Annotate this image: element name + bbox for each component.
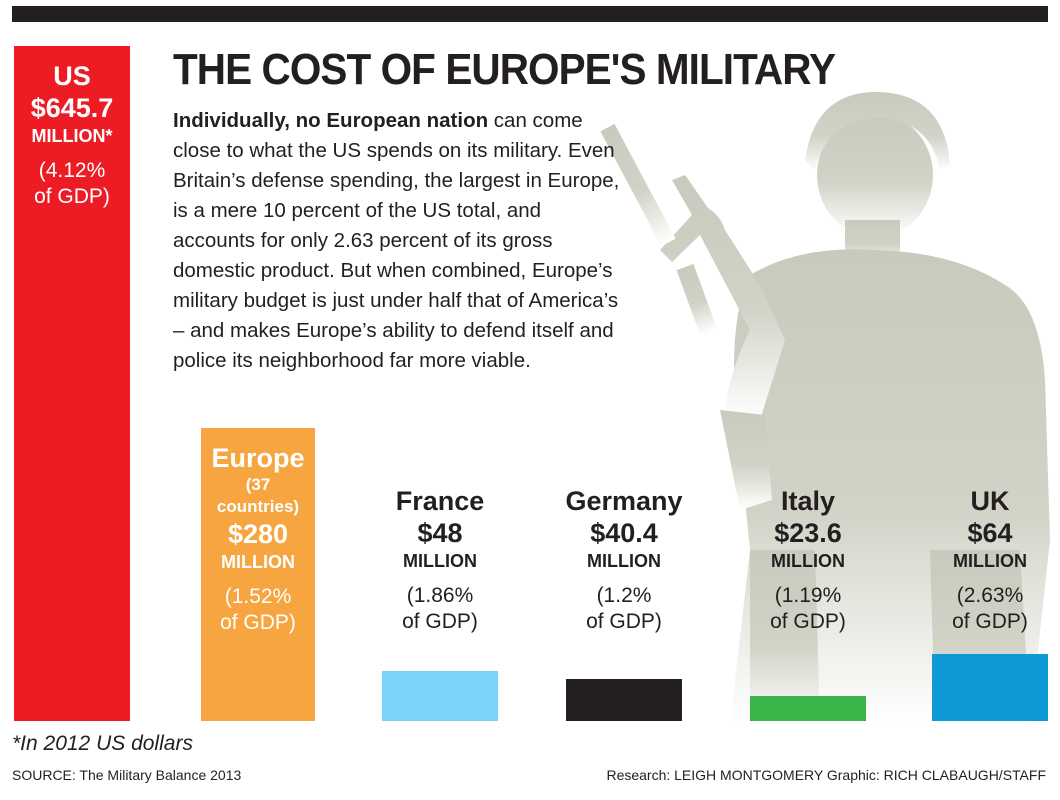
bar-gdp-line2: of GDP) [770,610,846,633]
bar-gdp-line1: (1.86% [406,584,474,607]
bar-gdp-line1: (1.2% [596,584,652,607]
page-title: THE COST OF EUROPE'S MILITARY [173,45,836,94]
bar-unit: MILLION [587,551,661,571]
soldier-silhouette-icon [600,91,1050,725]
bar-label-germany: Germany $40.4 MILLION (1.2% of GDP) [539,485,709,635]
bar-gdp-line1: (1.52% [224,585,292,608]
bar-name: Germany [565,486,683,516]
bar-gdp-share: (1.2% of GDP) [539,583,709,635]
bar-us [14,46,130,721]
bar-europe [201,428,315,721]
bar-label-italy: Italy $23.6 MILLION (1.19% of GDP) [723,485,893,635]
bar-amount: $64 [967,518,1013,548]
credit-line: Research: LEIGH MONTGOMERY Graphic: RICH… [606,767,1046,783]
bar-label-uk: UK $64 MILLION (2.63% of GDP) [905,485,1060,635]
intro-paragraph: Individually, no European nation can com… [173,106,623,376]
bar-name: US [53,61,91,91]
bar-unit: MILLION [771,551,845,571]
intro-text: can come close to what the US spends on … [173,109,620,372]
bar-name: UK [970,486,1010,516]
bar-gdp-share: (1.52% of GDP) [173,584,343,636]
top-rule [12,6,1048,22]
bar-gdp-share: (1.86% of GDP) [355,583,525,635]
spending-bar-chart: US $645.7 MILLION* (4.12% of GDP) Europe (37 c… [0,46,1060,721]
bar-unit: MILLION [221,552,295,572]
bar-unit: MILLION* [31,126,113,146]
bar-unit: MILLION [403,551,477,571]
bar-gdp-line1: (2.63% [956,584,1024,607]
bar-gdp-line2: of GDP) [586,610,662,633]
bar-gdp-share: (4.12% of GDP) [0,158,157,210]
bar-italy [750,696,866,721]
bar-germany [566,679,682,721]
bar-uk [932,654,1048,721]
source-line: SOURCE: The Military Balance 2013 [12,767,242,783]
bar-gdp-line2: of GDP) [952,610,1028,633]
bar-name: Europe [211,443,305,473]
bar-name: France [395,486,485,516]
bar-sub: (37 countries) [216,475,300,516]
intro-bold: Individually, no European nation [173,109,489,132]
bar-france [382,671,498,721]
bar-gdp-share: (1.19% of GDP) [723,583,893,635]
bar-gdp-line1: (1.19% [774,584,842,607]
bar-amount: $23.6 [774,518,842,548]
bar-gdp-share: (2.63% of GDP) [905,583,1060,635]
bar-label-us: US $645.7 MILLION* (4.12% of GDP) [0,60,157,210]
bar-gdp-line1: (4.12% [38,159,106,182]
bar-amount: $48 [417,518,463,548]
bar-name: Italy [780,486,836,516]
bar-amount: $40.4 [590,518,658,548]
bar-unit: MILLION [953,551,1027,571]
bar-gdp-line2: of GDP) [402,610,478,633]
bar-amount: $280 [227,519,289,549]
bar-label-france: France $48 MILLION (1.86% of GDP) [355,485,525,635]
bar-label-europe: Europe (37 countries) $280 MILLION (1.52% of … [173,442,343,636]
bar-gdp-line2: of GDP) [220,611,296,634]
bar-amount: $645.7 [30,93,114,123]
bar-gdp-line2: of GDP) [34,185,110,208]
footnote: *In 2012 US dollars [12,732,193,755]
